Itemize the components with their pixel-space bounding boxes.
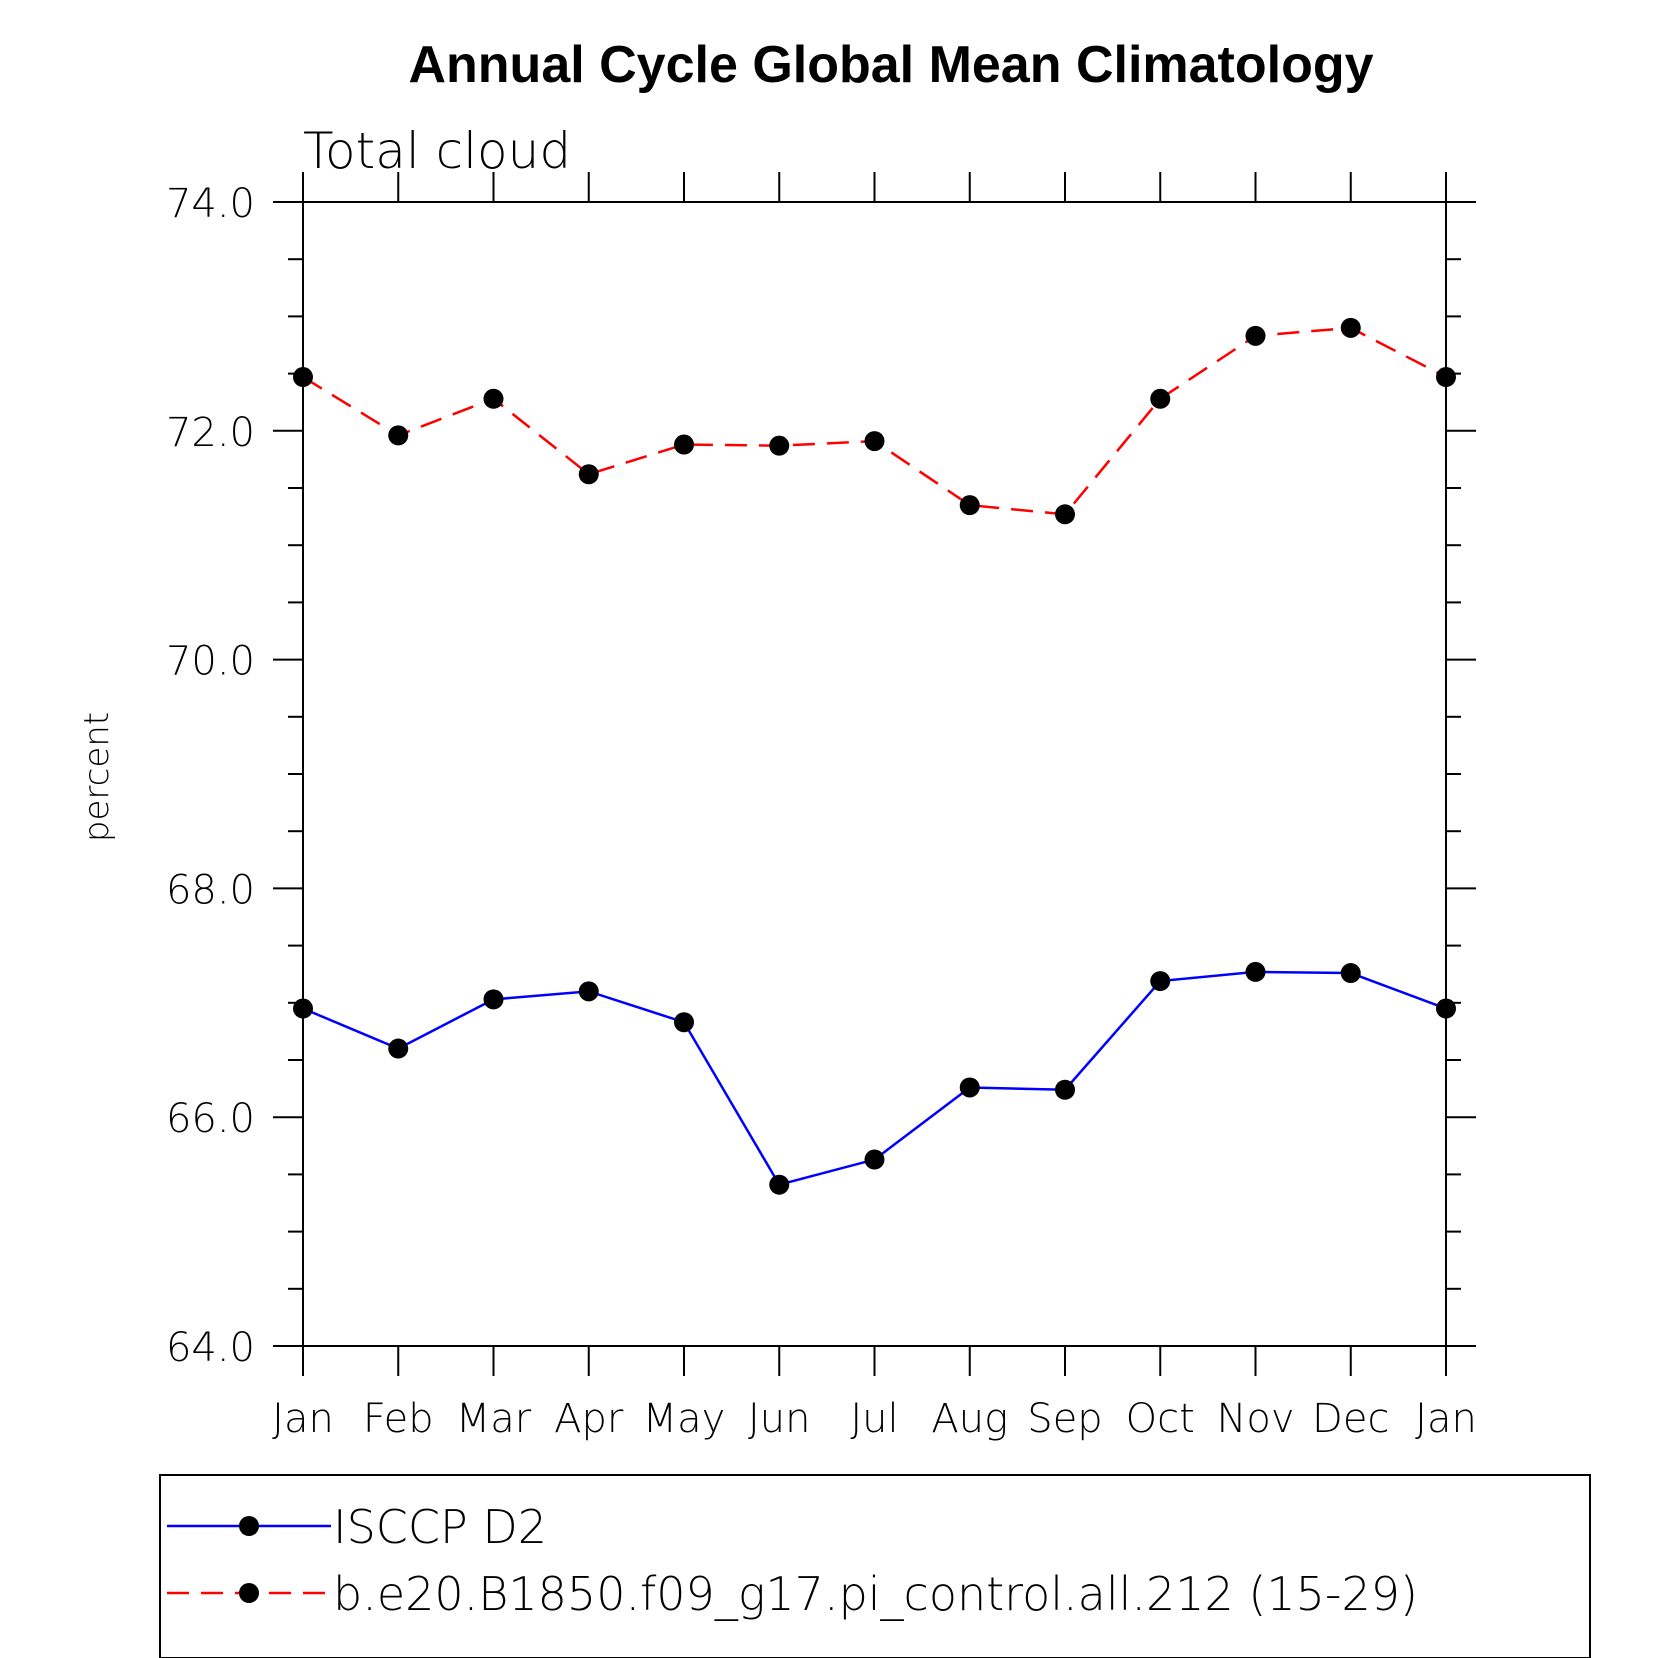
- legend-label: b.e20.B1850.f09_g17.pi_control.all.212 (…: [333, 1567, 1418, 1621]
- series-2: [293, 317, 1456, 525]
- data-point: [864, 1149, 885, 1170]
- data-point: [388, 425, 409, 446]
- data-point: [1340, 963, 1361, 984]
- data-point: [483, 388, 504, 409]
- data-point: [1150, 971, 1171, 992]
- x-tick-label: Apr: [554, 1396, 624, 1442]
- data-point: [959, 495, 980, 516]
- data-point: [293, 367, 313, 388]
- data-point: [293, 998, 313, 1019]
- x-tick-label: Sep: [1027, 1396, 1102, 1442]
- x-tick-label: May: [643, 1396, 726, 1442]
- chart-title: Annual Cycle Global Mean Climatology: [408, 36, 1373, 94]
- y-tick-label: 70.0: [166, 639, 255, 685]
- data-point: [1055, 504, 1075, 525]
- y-axis-label: percent: [77, 712, 117, 842]
- y-tick-label: 68.0: [166, 867, 255, 913]
- legend-entry-2: b.e20.B1850.f09_g17.pi_control.all.212 (…: [167, 1567, 1418, 1621]
- data-point: [388, 1038, 409, 1059]
- data-point: [1340, 317, 1361, 338]
- x-tick-label: Dec: [1312, 1396, 1389, 1442]
- data-point: [1436, 998, 1456, 1019]
- y-tick-label: 74.0: [166, 181, 255, 227]
- chart-subtitle: Total cloud: [303, 122, 571, 180]
- y-tick-label: 66.0: [166, 1096, 255, 1142]
- x-tick-label: Feb: [363, 1396, 434, 1442]
- series-layer: [293, 317, 1456, 1195]
- y-axis: 64.0 66.0 68.0 70.0 72.0 74.0: [166, 181, 1476, 1371]
- data-point: [1245, 325, 1266, 346]
- legend-entry-1: ISCCP D2: [167, 1500, 547, 1554]
- data-point: [1055, 1079, 1075, 1100]
- data-point: [674, 1012, 694, 1033]
- legend: ISCCP D2 b.e20.B1850.f09_g17.pi_control.a…: [159, 1474, 1591, 1658]
- series-1: [293, 961, 1456, 1195]
- plot-frame: [273, 201, 1476, 1347]
- x-tick-label: Jun: [748, 1396, 811, 1442]
- y-tick-label: 64.0: [166, 1325, 255, 1371]
- legend-box: [159, 1474, 1591, 1658]
- x-tick-label: Mar: [456, 1396, 532, 1442]
- data-point: [769, 1174, 790, 1195]
- data-point: [483, 989, 504, 1010]
- data-point: [864, 431, 885, 452]
- data-point: [578, 464, 599, 485]
- legend-marker: [239, 1516, 259, 1536]
- data-point: [1436, 367, 1456, 388]
- legend-marker: [239, 1583, 259, 1603]
- x-tick-label: Nov: [1216, 1396, 1294, 1442]
- series-line: [302, 326, 1447, 516]
- x-tick-label: Oct: [1126, 1396, 1195, 1442]
- legend-label: ISCCP D2: [333, 1500, 547, 1554]
- data-point: [1150, 388, 1171, 409]
- data-point: [959, 1077, 980, 1098]
- y-tick-label: 72.0: [166, 410, 255, 456]
- x-tick-label: Jan: [272, 1396, 334, 1442]
- x-tick-label: Jul: [850, 1396, 898, 1442]
- data-point: [1245, 961, 1266, 982]
- x-tick-label: Aug: [931, 1396, 1008, 1442]
- data-point: [578, 981, 599, 1002]
- x-axis: Jan Feb Mar Apr May Jun Jul Aug Sep Oct Nov Dec Jan: [272, 172, 1477, 1442]
- data-point: [674, 434, 694, 455]
- data-point: [769, 435, 790, 456]
- x-tick-label: Jan: [1415, 1396, 1477, 1442]
